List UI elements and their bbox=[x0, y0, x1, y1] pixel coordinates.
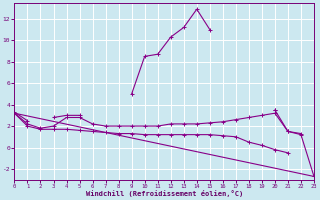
X-axis label: Windchill (Refroidissement éolien,°C): Windchill (Refroidissement éolien,°C) bbox=[85, 190, 243, 197]
